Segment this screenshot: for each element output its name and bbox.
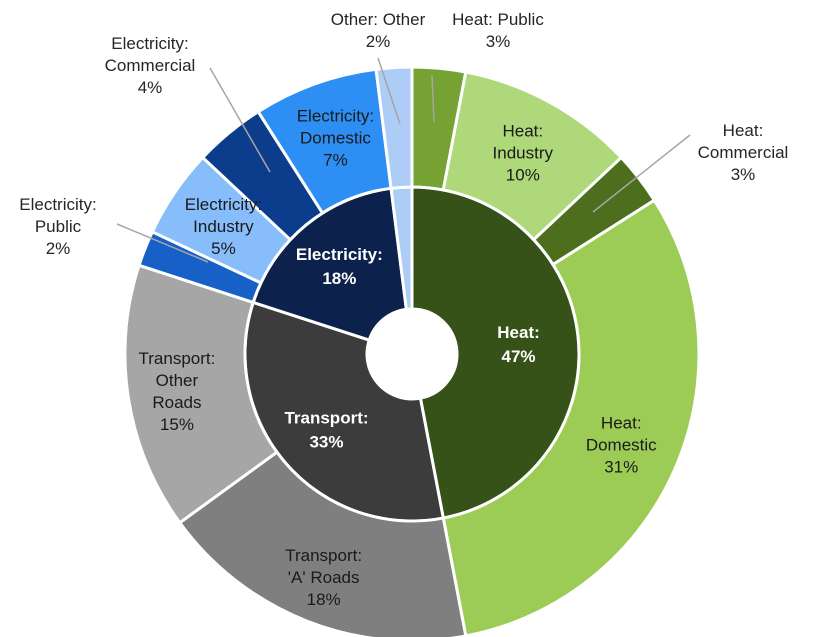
outer-label-heat-industry-line: 10% bbox=[506, 165, 540, 184]
outer-label-heat-commercial: Heat: Commercial 3% bbox=[698, 121, 789, 184]
outer-label-electricity-commercial: Electricity: Commercial 4% bbox=[105, 34, 196, 97]
inner-label-transport-line: Transport: bbox=[284, 408, 368, 427]
center-hole bbox=[367, 309, 457, 399]
outer-label-electricity-industry-line: 5% bbox=[211, 239, 236, 258]
outer-label-electricity-industry: Electricity: Industry 5% bbox=[185, 195, 262, 258]
outer-label-electricity-industry-line: Industry bbox=[193, 217, 254, 236]
outer-label-transport-a-roads-line: 'A' Roads bbox=[288, 568, 360, 587]
outer-label-electricity-public: Electricity: Public 2% bbox=[19, 195, 96, 258]
outer-label-transport-other-roads-line: Other bbox=[156, 371, 199, 390]
outer-label-electricity-commercial-line: 4% bbox=[138, 78, 163, 97]
inner-label-electricity: Electricity: 18% bbox=[296, 245, 383, 288]
inner-label-electricity-line: 18% bbox=[322, 269, 356, 288]
outer-label-transport-other-roads-line: Transport: bbox=[139, 349, 216, 368]
outer-label-electricity-commercial-line: Electricity: bbox=[111, 34, 188, 53]
outer-label-electricity-commercial-line: Commercial bbox=[105, 56, 196, 75]
inner-ring bbox=[243, 185, 581, 523]
outer-label-electricity-public-line: Public bbox=[35, 217, 82, 236]
outer-label-transport-a-roads-line: 18% bbox=[307, 590, 341, 609]
outer-label-electricity-public-line: 2% bbox=[46, 239, 71, 258]
outer-label-heat-commercial-line: Commercial bbox=[698, 143, 789, 162]
outer-slice-other-other bbox=[374, 65, 414, 190]
outer-label-transport-other-roads: Transport: Other Roads 15% bbox=[139, 349, 216, 434]
outer-ring bbox=[123, 65, 701, 637]
outer-label-other-other-line: 2% bbox=[366, 32, 391, 51]
leader-line-electricity-public bbox=[116, 223, 209, 263]
outer-slice-transport-a-roads bbox=[177, 450, 468, 637]
outer-label-heat-commercial-line: Heat: bbox=[723, 121, 764, 140]
inner-label-transport-line: 33% bbox=[309, 432, 343, 451]
leader-lines bbox=[116, 57, 691, 263]
outer-label-transport-other-roads-line: Roads bbox=[152, 393, 201, 412]
leader-line-heat-commercial bbox=[592, 134, 691, 213]
inner-label-electricity-line: Electricity: bbox=[296, 245, 383, 264]
outer-label-other-other: Other: Other 2% bbox=[331, 10, 426, 51]
outer-label-transport-a-roads-line: Transport: bbox=[285, 546, 362, 565]
outer-label-heat-industry-line: Industry bbox=[493, 143, 554, 162]
outer-label-heat-industry: Heat: Industry 10% bbox=[493, 121, 554, 184]
outer-label-heat-public-line: 3% bbox=[486, 32, 511, 51]
inner-label-heat-line: 47% bbox=[502, 347, 536, 366]
leader-line-other-other bbox=[377, 57, 401, 125]
inner-label-heat: Heat: 47% bbox=[497, 323, 540, 366]
slice-labels: Heat: 47% Transport: 33% Electricity: 18% Heat… bbox=[19, 10, 788, 609]
outer-label-transport-other-roads-line: 15% bbox=[160, 415, 194, 434]
outer-label-heat-commercial-line: 3% bbox=[731, 165, 756, 184]
outer-label-electricity-domestic: Electricity: Domestic 7% bbox=[297, 106, 374, 169]
inner-label-transport: Transport: 33% bbox=[284, 408, 368, 451]
outer-label-transport-a-roads: Transport: 'A' Roads 18% bbox=[285, 546, 362, 609]
outer-label-electricity-public-line: Electricity: bbox=[19, 195, 96, 214]
outer-slice-transport-other-roads bbox=[123, 263, 279, 525]
inner-label-heat-line: Heat: bbox=[497, 323, 540, 342]
leader-line-electricity-commercial bbox=[209, 67, 271, 173]
outer-label-heat-domestic-line: 31% bbox=[604, 458, 638, 477]
outer-label-heat-domestic-line: Heat: bbox=[601, 414, 642, 433]
outer-label-heat-industry-line: Heat: bbox=[502, 121, 543, 140]
outer-label-heat-domestic-line: Domestic bbox=[586, 436, 657, 455]
outer-label-electricity-industry-line: Electricity: bbox=[185, 195, 262, 214]
outer-slice-heat-domestic bbox=[441, 198, 701, 637]
outer-label-electricity-domestic-line: Domestic bbox=[300, 128, 371, 147]
outer-label-heat-public-line: Heat: Public bbox=[452, 10, 544, 29]
outer-label-other-other-line: Other: Other bbox=[331, 10, 426, 29]
outer-label-heat-domestic: Heat: Domestic 31% bbox=[586, 414, 657, 477]
leader-line-heat-public bbox=[431, 74, 435, 123]
outer-label-electricity-domestic-line: 7% bbox=[323, 150, 348, 169]
outer-label-electricity-domestic-line: Electricity: bbox=[297, 106, 374, 125]
outer-label-heat-public: Heat: Public 3% bbox=[452, 10, 544, 51]
